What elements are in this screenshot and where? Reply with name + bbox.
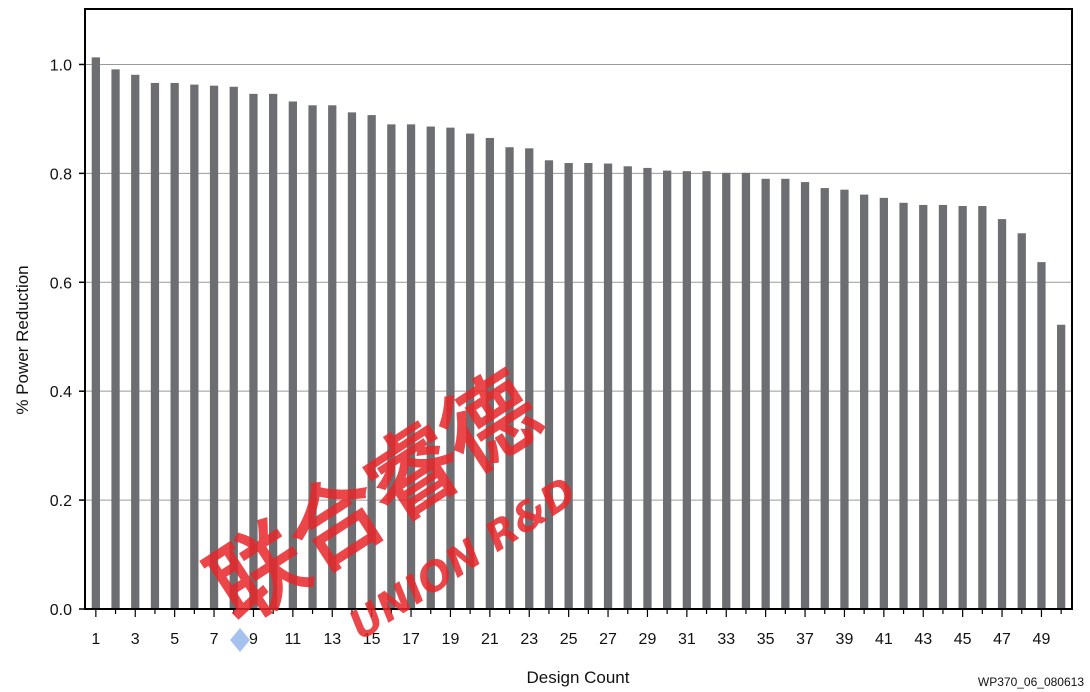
bar-50 [1057, 324, 1066, 609]
bar-8 [229, 86, 238, 610]
bar-13 [328, 105, 337, 609]
bar-14 [347, 112, 357, 609]
bar-41 [879, 197, 888, 610]
x-tick-label: 27 [599, 631, 617, 648]
bar-22 [505, 147, 514, 609]
bar-5 [170, 82, 179, 609]
bar-24 [544, 160, 554, 609]
x-axis-title: Design Count [526, 668, 629, 687]
bar-1 [91, 57, 100, 610]
bar-35 [761, 178, 770, 610]
y-tick-label: 1.0 [50, 57, 72, 74]
x-tick-label: 17 [402, 631, 420, 648]
x-tick-label: 29 [639, 631, 657, 648]
bar-39 [840, 189, 849, 609]
bar-32 [702, 171, 711, 609]
y-tick-label: 0.6 [50, 275, 72, 292]
bar-10 [269, 93, 278, 610]
bar-2 [111, 69, 120, 609]
bar-19 [446, 127, 455, 609]
x-tick-label: 41 [875, 631, 893, 648]
bar-46 [978, 206, 987, 609]
bar-38 [820, 188, 829, 610]
watermark-diamond-icon [230, 628, 250, 652]
x-tick-label: 31 [678, 631, 696, 648]
x-tick-label: 43 [914, 631, 932, 648]
x-tick-label: 21 [481, 631, 499, 648]
x-tick-label: 39 [836, 631, 854, 648]
y-axis-title: % Power Reduction [13, 265, 32, 414]
x-tick-label: 25 [560, 631, 578, 648]
bar-21 [485, 137, 494, 609]
bars [91, 57, 1066, 610]
x-tick-label: 45 [954, 631, 972, 648]
x-tick-label: 19 [442, 631, 460, 648]
bar-49 [1037, 262, 1046, 609]
x-tick-label: 3 [131, 631, 140, 648]
bar-11 [288, 101, 297, 609]
x-tick-label: 9 [249, 631, 258, 648]
x-tick-label: 37 [796, 631, 814, 648]
bar-48 [1017, 233, 1026, 609]
bar-37 [800, 182, 810, 610]
bar-6 [190, 84, 199, 610]
bar-45 [958, 206, 967, 609]
x-tick-label: 15 [363, 631, 381, 648]
bar-16 [387, 124, 396, 609]
bar-33 [722, 172, 731, 609]
bar-44 [938, 204, 948, 609]
y-tick-label: 0.8 [50, 166, 72, 183]
bar-9 [249, 93, 258, 610]
x-tick-label: 13 [323, 631, 341, 648]
bar-40 [860, 194, 869, 610]
bar-25 [564, 163, 573, 609]
bar-17 [406, 124, 416, 609]
bar-43 [919, 204, 928, 609]
bar-23 [525, 148, 534, 609]
bar-4 [150, 82, 160, 609]
bar-36 [781, 178, 790, 610]
bar-3 [131, 74, 140, 610]
x-tick-label: 47 [993, 631, 1011, 648]
x-tick-label: 1 [91, 631, 100, 648]
bar-28 [623, 166, 632, 609]
bar-20 [466, 133, 475, 609]
y-axis-ticks: 0.0 0.2 0.4 0.6 0.8 1.0 [50, 57, 86, 619]
bar-34 [741, 172, 751, 609]
bar-27 [603, 163, 613, 609]
x-tick-label: 33 [717, 631, 735, 648]
bar-42 [899, 202, 908, 609]
x-tick-label: 7 [210, 631, 219, 648]
bar-12 [308, 105, 317, 609]
plot-frame [84, 8, 1073, 610]
x-tick-label: 11 [285, 631, 302, 648]
y-tick-label: 0.4 [50, 384, 72, 401]
bar-7 [209, 85, 219, 609]
x-tick-label: 35 [757, 631, 775, 648]
bar-18 [426, 126, 435, 610]
bar-30 [663, 170, 672, 609]
x-axis-ticks: 1 3 5 7 9 11 13 15 17 19 21 23 25 27 29 31 33 35 37 39 41 43 4… [91, 609, 1062, 648]
y-tick-label: 0.0 [50, 602, 72, 619]
bar-29 [643, 167, 652, 609]
x-tick-label: 23 [520, 631, 538, 648]
bar-31 [682, 171, 691, 609]
bar-47 [997, 219, 1007, 609]
bar-15 [367, 115, 376, 609]
y-tick-label: 0.2 [50, 493, 72, 510]
figure-id-label: WP370_06_080613 [978, 675, 1084, 689]
x-tick-label: 49 [1033, 631, 1051, 648]
bar-26 [584, 163, 593, 609]
x-tick-label: 5 [170, 631, 179, 648]
